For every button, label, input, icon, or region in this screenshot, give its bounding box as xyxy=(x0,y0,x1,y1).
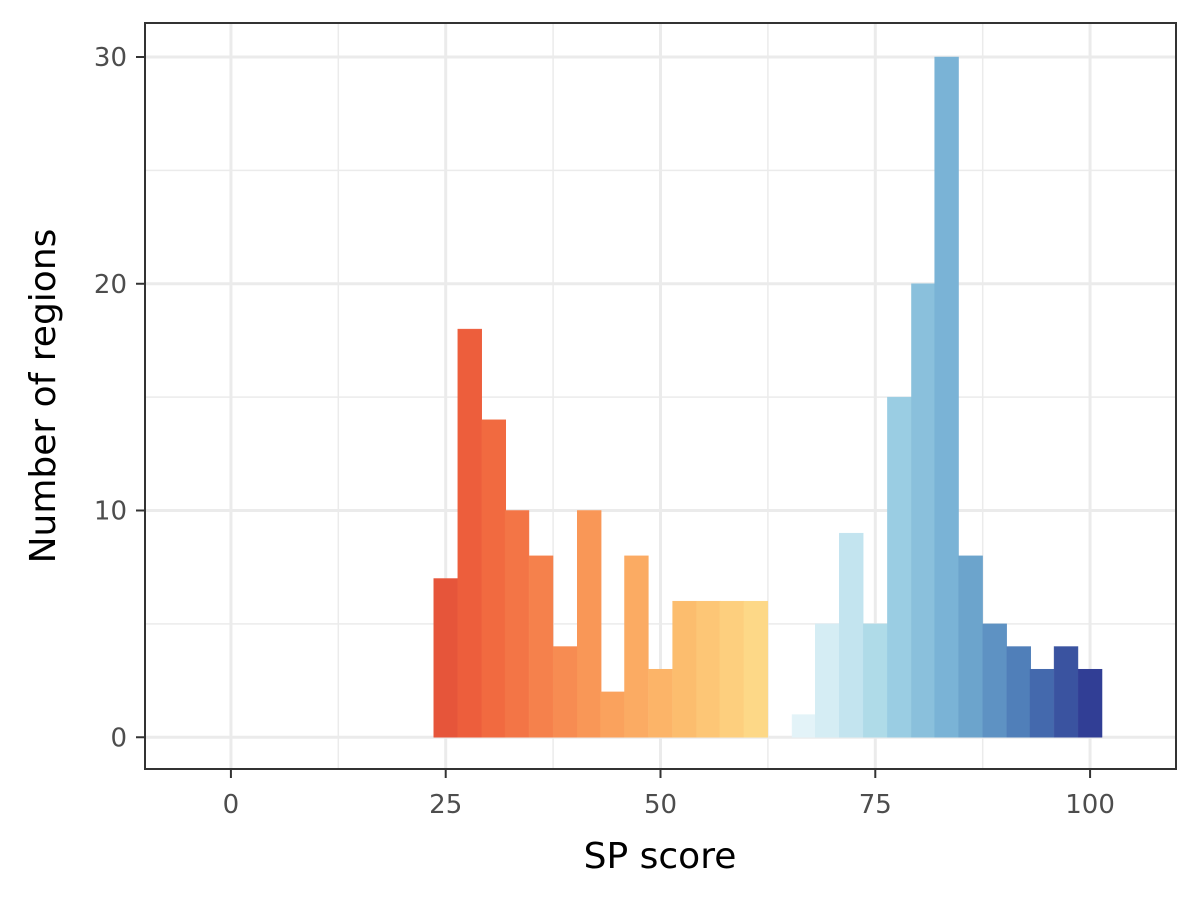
histogram-bar xyxy=(958,555,983,738)
histogram-bar xyxy=(982,623,1007,738)
y-axis: 0 10 20 30 xyxy=(94,43,145,753)
histogram-bar xyxy=(743,600,769,738)
histogram-bar xyxy=(552,646,578,738)
histogram-bar xyxy=(600,691,625,738)
histogram-bar xyxy=(814,623,840,738)
histogram-bar xyxy=(504,510,530,738)
histogram-bar xyxy=(887,396,912,738)
x-tick-label: 50 xyxy=(644,790,677,820)
histogram-bar xyxy=(1029,668,1055,738)
histogram-bar xyxy=(1053,646,1079,738)
histogram-bar xyxy=(1077,668,1103,738)
histogram-bar xyxy=(1006,646,1031,738)
histogram-bar xyxy=(839,532,864,738)
histogram-bar xyxy=(719,600,744,738)
x-tick-label: 0 xyxy=(223,790,240,820)
histogram-bar xyxy=(481,419,507,738)
y-tick-label: 0 xyxy=(110,723,127,753)
histogram-bar xyxy=(528,555,554,738)
histogram-bar xyxy=(672,600,697,738)
y-tick-label: 30 xyxy=(94,43,127,73)
histogram-bar xyxy=(863,623,888,738)
x-axis-title: SP score xyxy=(584,836,737,877)
histogram-bar xyxy=(648,668,673,738)
histogram-bar xyxy=(791,714,817,738)
y-tick-label: 20 xyxy=(94,270,127,300)
y-tick-label: 10 xyxy=(94,497,127,527)
histogram-bar xyxy=(433,578,458,738)
x-tick-label: 25 xyxy=(429,790,462,820)
x-tick-label: 100 xyxy=(1065,790,1115,820)
histogram-bar xyxy=(911,283,936,738)
y-axis-title: Number of regions xyxy=(23,229,64,564)
histogram-bars xyxy=(433,56,1103,738)
histogram-bar xyxy=(934,56,959,738)
histogram-bar xyxy=(577,510,602,738)
histogram-bar xyxy=(457,328,482,738)
plot-panel xyxy=(144,22,1177,770)
histogram-bar xyxy=(696,600,721,738)
histogram-bar xyxy=(624,555,649,738)
x-tick-label: 75 xyxy=(859,790,892,820)
x-axis: 0 25 50 75 100 xyxy=(223,769,1115,820)
